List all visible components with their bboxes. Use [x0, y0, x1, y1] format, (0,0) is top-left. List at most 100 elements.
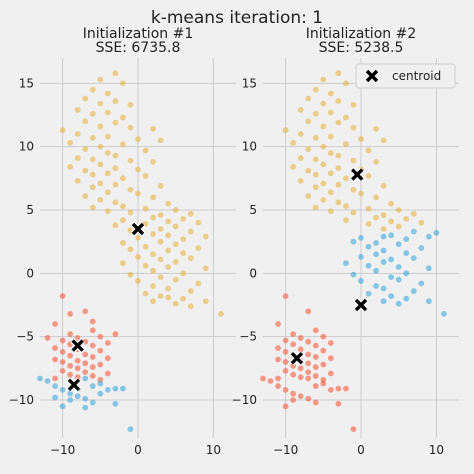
- data-point: [104, 355, 111, 362]
- data-point: [74, 365, 81, 372]
- data-point: [350, 271, 357, 278]
- data-point: [127, 157, 134, 164]
- data-point: [373, 267, 379, 274]
- data-point: [312, 184, 319, 191]
- data-point: [89, 110, 96, 117]
- data-point: [327, 170, 334, 177]
- data-point: [82, 395, 89, 402]
- y-tick-label: 10: [19, 140, 34, 154]
- data-point: [89, 184, 96, 191]
- data-point: [320, 123, 327, 130]
- legend-label: centroid: [392, 69, 441, 83]
- data-point: [403, 295, 410, 302]
- data-point: [335, 181, 342, 188]
- data-point: [195, 280, 202, 287]
- y-tick-label: −5: [239, 330, 257, 344]
- data-point: [312, 134, 319, 141]
- data-point: [112, 385, 119, 392]
- data-point: [320, 100, 327, 107]
- data-point: [165, 285, 172, 292]
- data-point: [365, 221, 372, 227]
- data-point: [312, 156, 319, 163]
- data-point: [112, 119, 119, 126]
- data-point: [403, 250, 410, 256]
- data-point: [373, 214, 379, 221]
- data-point: [335, 199, 342, 206]
- data-point: [120, 114, 126, 121]
- subplot-1-title: Initialization #1: [83, 26, 193, 42]
- data-point: [388, 200, 395, 207]
- data-point: [395, 300, 402, 307]
- data-point: [150, 158, 156, 165]
- data-point: [335, 98, 342, 104]
- data-point: [89, 373, 96, 379]
- data-point: [350, 238, 357, 245]
- data-point: [97, 76, 104, 83]
- data-point: [135, 190, 141, 197]
- data-point: [358, 190, 364, 197]
- data-point: [425, 298, 432, 305]
- data-point: [312, 110, 319, 117]
- data-point: [358, 278, 364, 284]
- data-point: [403, 270, 410, 277]
- data-point: [312, 373, 319, 379]
- data-point: [297, 365, 304, 372]
- data-point: [320, 361, 327, 368]
- data-point: [418, 280, 425, 287]
- legend-centroid-marker: [365, 69, 379, 83]
- data-point: [44, 335, 51, 341]
- data-point: [335, 70, 342, 77]
- data-point: [82, 146, 89, 153]
- data-point: [260, 375, 266, 382]
- y-tick-label: −10: [232, 393, 257, 407]
- data-point: [150, 251, 156, 258]
- y-tick-label: 5: [249, 203, 257, 217]
- data-point: [89, 204, 96, 211]
- data-point: [142, 172, 149, 179]
- data-point: [320, 333, 327, 340]
- data-point: [275, 356, 281, 363]
- centroid-marker-mark: [67, 378, 81, 392]
- data-point: [104, 170, 111, 177]
- data-point: [195, 219, 202, 226]
- data-point: [97, 123, 104, 130]
- data-point: [312, 399, 319, 406]
- series-cluster_orange: [59, 70, 224, 317]
- data-point: [97, 161, 104, 168]
- data-point: [67, 139, 74, 146]
- data-point: [97, 196, 104, 203]
- data-point: [165, 200, 172, 207]
- data-point: [297, 335, 304, 341]
- data-point: [327, 208, 334, 215]
- data-point: [290, 164, 297, 170]
- centroid-marker-mark: [290, 351, 304, 365]
- data-point: [282, 386, 289, 393]
- data-point: [82, 351, 89, 358]
- data-point: [365, 262, 372, 269]
- data-point: [343, 203, 349, 210]
- data-point: [59, 403, 66, 410]
- data-point: [380, 259, 387, 265]
- data-point: [127, 209, 134, 216]
- data-point: [380, 137, 387, 144]
- data-point: [335, 152, 342, 159]
- data-point: [343, 175, 349, 182]
- data-point: [97, 100, 104, 107]
- series-cluster_red: [260, 293, 357, 433]
- series-cluster_orange: [282, 70, 425, 232]
- data-point: [335, 165, 342, 172]
- data-point: [425, 233, 432, 240]
- data-point: [305, 369, 312, 376]
- data-point: [380, 298, 387, 305]
- data-point: [320, 380, 327, 387]
- data-point: [120, 141, 126, 148]
- data-point: [89, 171, 96, 178]
- subplot-initialization-2: Initialization #2 SSE: 5238.5 −10 0 10−10−…: [232, 26, 459, 457]
- data-point: [187, 288, 194, 294]
- data-point: [410, 210, 417, 217]
- x-tick-label: −10: [50, 443, 75, 457]
- data-point: [187, 255, 194, 262]
- data-point: [104, 370, 111, 377]
- data-point: [297, 107, 304, 113]
- data-point: [59, 348, 66, 355]
